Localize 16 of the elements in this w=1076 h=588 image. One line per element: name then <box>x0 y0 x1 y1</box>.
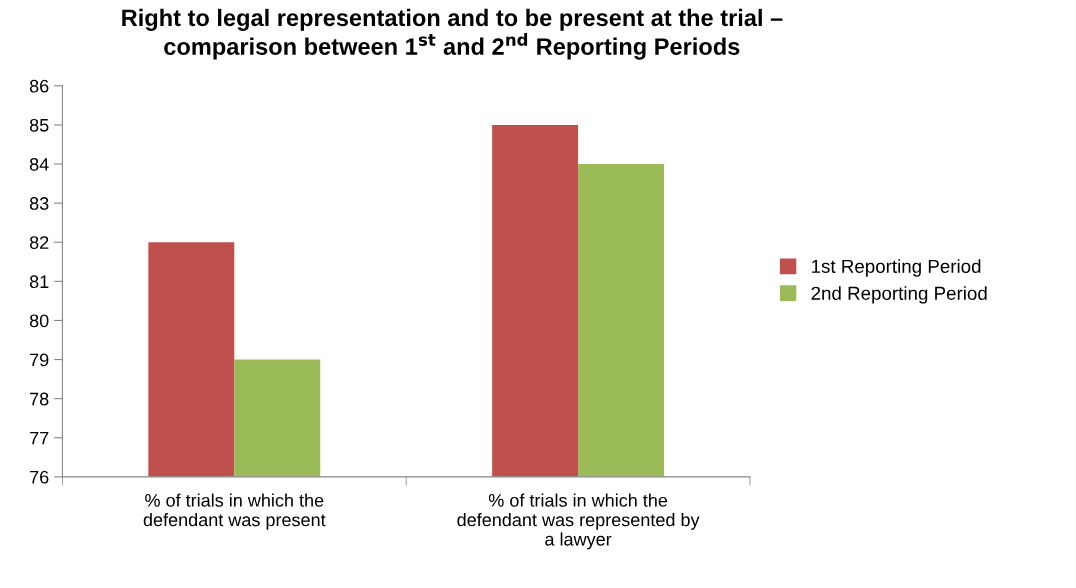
y-tick-label: 82 <box>29 236 49 249</box>
y-tick-label: 79 <box>30 353 49 367</box>
legend-label: 2nd Reporting Period <box>811 286 987 304</box>
y-tick-label: 86 <box>29 79 49 93</box>
chart-title: Right to legal representation and to be present at the trial – comparison between 1$^{st}$ and 2$^{nd}$ Reporting Periods <box>122 8 783 60</box>
y-tick-label: 83 <box>29 197 49 210</box>
x-tick-label: % of trials in which the defendant was present <box>143 493 326 530</box>
y-tick-label: 80 <box>29 314 49 328</box>
y-tick-label: 77 <box>30 431 49 445</box>
x-tick-label: % of trials in which the defendant was represented by a lawyer <box>457 493 700 550</box>
y-tick-label: 76 <box>30 470 49 484</box>
y-tick-label: 84 <box>29 157 49 171</box>
y-tick-label: 81 <box>29 275 49 289</box>
y-tick-label: 85 <box>29 118 49 132</box>
y-tick-label: 78 <box>30 392 49 406</box>
legend-label: 1st Reporting Period <box>812 259 981 277</box>
